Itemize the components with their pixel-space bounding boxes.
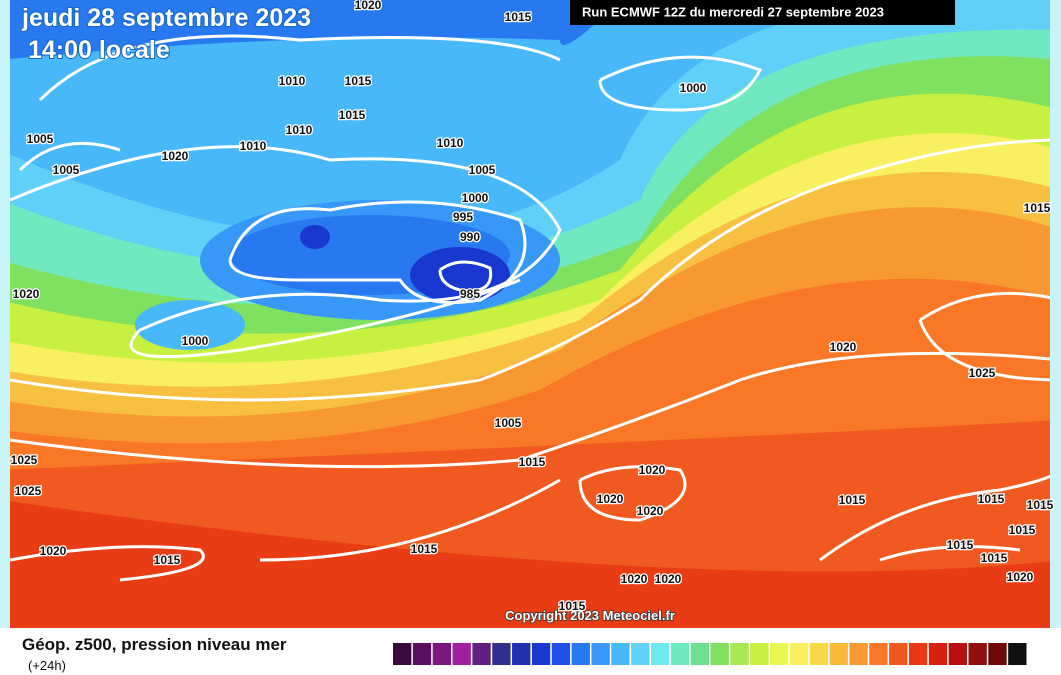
isobar-label: 1015 [1027,498,1054,512]
isobar-label: 1010 [279,74,306,88]
isobar-label: 1005 [469,163,496,177]
color-swatch [928,643,948,665]
color-swatch [829,643,848,665]
color-swatch [531,643,551,665]
isobar-label: 1005 [27,132,54,146]
isobar-label: 1015 [981,551,1008,565]
color-swatch [571,643,590,665]
isobar-label: 1020 [1007,570,1034,584]
color-swatch [412,643,432,665]
isobar-label: 1015 [1009,523,1036,537]
color-swatch [670,643,690,665]
map [10,0,1050,628]
isobar-label: 1015 [505,10,532,24]
isobar-label: 1015 [411,542,438,556]
isobar-label: 1000 [680,81,707,95]
isobar-label: 1010 [240,139,267,153]
color-swatch [472,643,491,665]
isobar-label: 1015 [519,455,546,469]
color-swatch [849,643,868,665]
color-swatch [1008,643,1027,665]
run-info: Run ECMWF 12Z du mercredi 27 septembre 2… [582,4,884,19]
color-swatch [591,643,610,665]
color-swatch [393,643,412,665]
color-swatch [492,643,511,665]
isobar-label: 1020 [162,149,189,163]
isobar-label: 1015 [947,538,974,552]
copyright: Copyright 2023 Meteociel.fr [505,608,675,623]
color-swatch [710,643,729,665]
isobar-label: 1015 [1024,201,1051,215]
isobar-label: 1005 [53,163,80,177]
isobar-label: 1020 [639,463,666,477]
isobar-label: 1005 [495,416,522,430]
isobar-label: 1020 [40,544,67,558]
color-swatch [750,643,769,665]
color-swatch [690,643,709,665]
isobar-label: 1015 [345,74,372,88]
isobar-label: 1015 [339,108,366,122]
isobar-label: 1015 [978,492,1005,506]
isobar-label: 1020 [655,572,682,586]
color-swatch [908,643,928,665]
color-swatch [948,643,967,665]
isobar-label: 1015 [559,599,586,613]
isobar-label: 1020 [355,0,382,12]
forecast-date: jeudi 28 septembre 2023 [21,4,311,32]
isobar-label: 1025 [11,453,38,467]
isobar-label: 1025 [15,484,42,498]
isobar-label: 1010 [437,136,464,150]
isobar-label: 1015 [154,553,181,567]
isobar-label: 1025 [969,366,996,380]
isobar-label: 1000 [182,334,209,348]
color-swatch [968,643,987,665]
color-swatch [789,643,809,665]
color-scale [393,643,1027,665]
color-swatch [869,643,888,665]
forecast-time: 14:00 locale [28,36,170,64]
isobar-label: 1020 [830,340,857,354]
color-swatch [988,643,1007,665]
legend-title: Géop. z500, pression niveau mer [22,635,287,654]
color-swatch [809,643,829,665]
color-swatch [452,643,471,665]
legend-subtitle: (+24h) [28,658,66,673]
isobar-label: 985 [460,287,480,301]
isobar-label: 990 [460,230,480,244]
isobar-label: 995 [453,210,473,224]
isobar-label: 1000 [462,191,489,205]
color-swatch [770,643,789,665]
color-swatch [611,643,630,665]
isobar-label: 1020 [637,504,664,518]
color-swatch [631,643,650,665]
isobar-label: 1015 [839,493,866,507]
color-swatch [650,643,670,665]
color-swatch [551,643,571,665]
run-banner [570,0,955,25]
color-swatch [512,643,531,665]
color-swatch [889,643,908,665]
isobar-label: 1010 [286,123,313,137]
isobar-label: 1020 [621,572,648,586]
isobar-label: 1020 [597,492,624,506]
color-swatch [730,643,749,665]
color-swatch [432,643,452,665]
isobar-label: 1020 [13,287,40,301]
